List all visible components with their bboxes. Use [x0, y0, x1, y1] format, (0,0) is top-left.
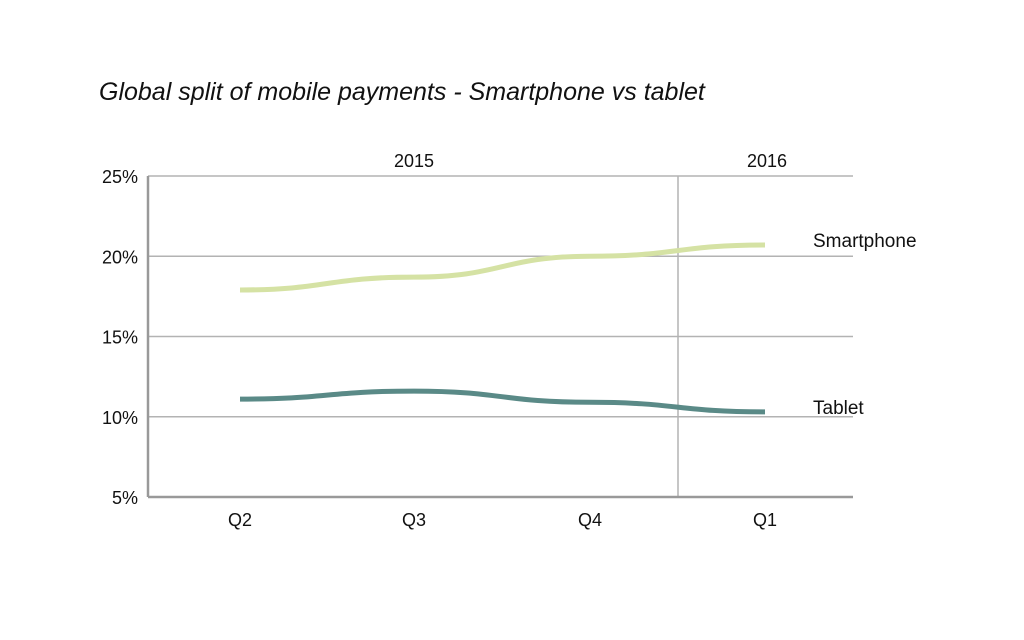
series-line-tablet	[239, 388, 766, 415]
y-axis-ticks: 5% 10% 15% 20% 25%	[102, 167, 138, 508]
series-labels: Smartphone Tablet	[813, 231, 917, 419]
x-tick-label: Q3	[402, 510, 426, 530]
series-lines	[239, 242, 766, 415]
x-axis-ticks: Q2 Q3 Q4 Q1	[228, 510, 777, 530]
x-tick-label: Q2	[228, 510, 252, 530]
gridlines	[148, 175, 853, 497]
y-tick-label: 20%	[102, 247, 138, 267]
y-tick-label: 5%	[112, 488, 138, 508]
chart-title: Global split of mobile payments - Smartp…	[99, 78, 706, 106]
y-tick-label: 10%	[102, 408, 138, 428]
year-label: 2016	[747, 151, 787, 171]
y-tick-label: 25%	[102, 167, 138, 187]
y-tick-label: 15%	[102, 328, 138, 348]
series-line-smartphone	[239, 242, 766, 293]
year-labels: 2015 2016	[394, 151, 787, 171]
x-tick-label: Q4	[578, 510, 602, 530]
year-label: 2015	[394, 151, 434, 171]
series-label-smartphone: Smartphone	[813, 231, 917, 252]
series-label-tablet: Tablet	[813, 398, 864, 419]
axes	[146, 176, 853, 499]
x-tick-label: Q1	[753, 510, 777, 530]
